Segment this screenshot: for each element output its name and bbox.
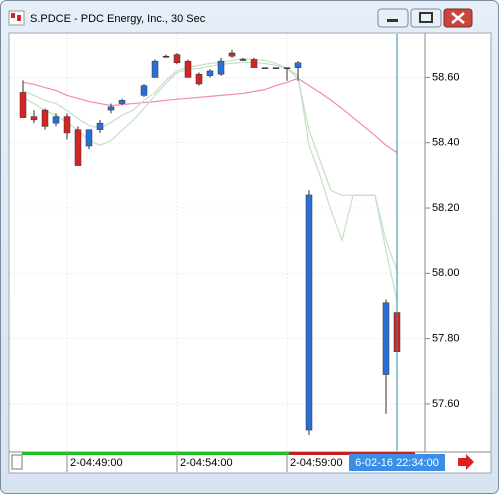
candle-body [217,60,225,75]
candle-body [184,60,192,78]
candle-body [140,85,148,96]
candle-body [74,129,82,166]
maximize-button[interactable] [410,8,442,28]
minimize-button[interactable] [377,8,409,28]
candle-body [162,55,170,58]
candle-body [250,59,258,68]
candle-body [382,302,390,375]
moving-average-line [22,57,398,271]
candle-body [19,92,27,118]
x-tick-label: 2-04:49:00 [70,457,123,469]
close-button[interactable] [443,8,473,28]
candle-body [239,59,247,61]
candle-body [305,194,313,431]
candle-body [41,109,49,127]
candle-body [151,60,159,78]
candle-body [283,67,291,69]
candle-body [85,129,93,147]
candle-body [272,67,280,69]
candle-body [294,62,302,68]
candle-body [52,116,60,124]
candle-body [118,100,126,104]
candle-body [206,70,214,77]
candle-body [96,122,104,130]
candle-body [63,116,71,134]
window-title: S.PDCE - PDC Energy, Inc., 30 Sec [30,13,206,25]
x-tick-label: 2-04:54:00 [180,457,233,469]
app-icon [8,10,25,26]
candle-body [30,116,38,121]
y-tick-label: 58.60 [432,71,460,83]
moving-average-line [22,61,398,301]
candle-body [195,73,203,85]
cursor-label: 6-02-16 22:34:00 [355,457,439,469]
y-tick-label: 58.20 [432,202,460,214]
corner-box[interactable] [11,454,23,470]
y-tick-label: 58.40 [432,137,460,149]
y-tick-label: 57.60 [432,398,460,410]
candle-body [261,67,269,69]
y-tick-label: 57.80 [432,333,460,345]
y-tick-label: 58.00 [432,267,460,279]
candle-body [228,52,236,57]
candle-body [107,106,115,111]
x-tick-label: 2-04:59:00 [290,457,343,469]
plot-area: 57.60 57.80 58.00 58.20 58.40 58.60 2-04:49:00… [10,34,460,472]
chart-panel [8,32,492,474]
cursor-label-bg [349,454,445,471]
candle-body [173,54,181,64]
scroll-arrow[interactable] [458,454,474,470]
moving-average-line [22,77,398,154]
